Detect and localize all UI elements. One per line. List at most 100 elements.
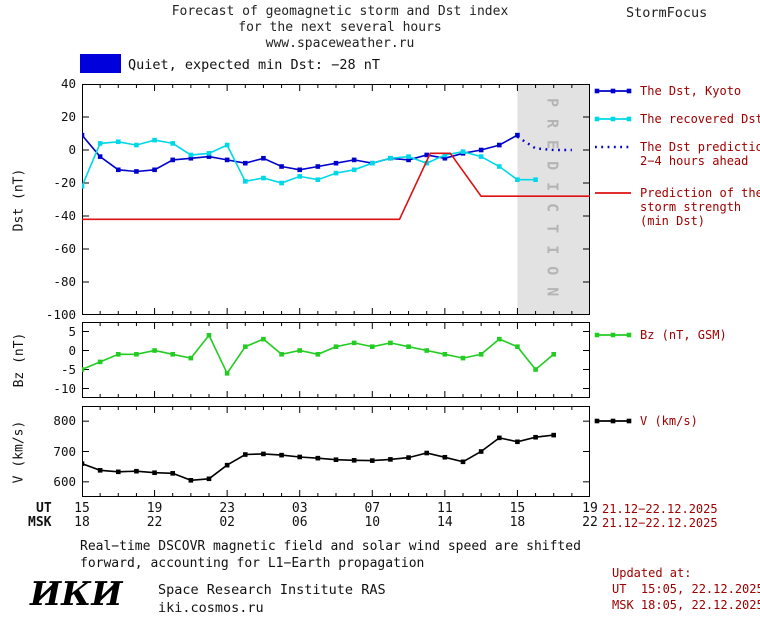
series-marker [460, 459, 466, 465]
series-marker [152, 348, 157, 353]
series-marker [297, 174, 303, 179]
x-tick-label-msk: 06 [291, 515, 308, 530]
series-marker [551, 432, 557, 438]
series-marker [188, 155, 194, 161]
updated-at-label: Updated at: [612, 566, 692, 580]
series-marker [297, 167, 303, 173]
msk-axis-name: MSK [28, 515, 52, 530]
series-marker [388, 340, 393, 346]
y-tick-label: 0 [68, 342, 76, 358]
y-tick-label: -80 [53, 274, 76, 289]
series-marker [333, 344, 339, 349]
legend-label: (min Dst) [640, 214, 706, 228]
series-marker [533, 367, 538, 372]
series-marker [242, 160, 248, 166]
series-marker [170, 471, 176, 476]
title-line1: Forecast of geomagnetic storm and Dst in… [171, 4, 509, 19]
plot-frame [82, 84, 590, 315]
series-marker [134, 169, 139, 174]
series-marker [315, 164, 321, 169]
series-marker [351, 457, 357, 463]
series-marker [297, 348, 303, 353]
y-tick-label: -100 [45, 307, 76, 322]
x-tick-label-msk: 02 [219, 515, 235, 530]
series-marker [478, 147, 484, 153]
legend-label: The recovered Dst [640, 112, 760, 126]
series-marker [515, 132, 520, 138]
series-marker [424, 450, 430, 456]
x-tick-label-ut: 15 [74, 501, 90, 516]
series-marker [333, 457, 339, 462]
series-marker [170, 157, 176, 163]
series-marker [478, 449, 484, 454]
footnote-line2: forward, accounting for L1−Earth propaga… [80, 556, 425, 571]
series-marker [188, 152, 194, 158]
y-tick-label: 40 [60, 76, 76, 91]
dst-axis-label: Dst (nT) [11, 168, 27, 232]
series-marker [369, 458, 375, 463]
series-marker [115, 352, 121, 357]
series-marker [206, 154, 212, 159]
series-marker [279, 180, 284, 186]
y-tick-label: -5 [60, 361, 76, 377]
series-marker [333, 170, 339, 176]
series-marker [97, 154, 103, 159]
y-tick-label: 20 [60, 109, 76, 124]
series-marker [152, 167, 157, 173]
legend-label: storm strength [640, 200, 742, 214]
dst-plot: PREDICTION [82, 84, 590, 315]
series-marker [261, 336, 266, 342]
series-marker [496, 435, 502, 441]
footnote-line1: Real−time DSCOVR magnetic field and sola… [80, 539, 581, 554]
prediction-band [517, 85, 589, 314]
series-marker [242, 344, 248, 349]
x-tick-label-msk: 18 [74, 515, 90, 530]
legend-sample-1 [594, 116, 632, 122]
series-marker [460, 355, 466, 361]
series-marker [515, 344, 520, 349]
updated-at-ut: UT 15:05, 22.12.2025 [612, 582, 760, 596]
institute-site: iki.cosmos.ru [158, 600, 264, 616]
series-marker [134, 352, 139, 357]
series-marker [224, 371, 230, 376]
series-marker [97, 468, 103, 473]
legend-label: V (km/s) [640, 414, 698, 428]
series-marker [388, 155, 393, 161]
y-tick-label: 800 [53, 413, 76, 429]
x-tick-label-ut: 15 [509, 501, 526, 516]
series-marker [442, 155, 448, 161]
series-marker [333, 160, 339, 166]
bz-axis-label: Bz (nT) [12, 332, 27, 388]
series-marker [97, 359, 103, 365]
iki-logo: ИКИ [30, 574, 123, 613]
prediction-band-label: PREDICTION [543, 98, 561, 308]
series-marker [134, 142, 139, 148]
series-marker [478, 154, 484, 159]
series-line-3 [82, 152, 590, 221]
series-marker [115, 139, 121, 145]
bz-plot [82, 322, 590, 398]
legend-label: Prediction of the [640, 186, 760, 200]
ut-axis-name: UT [36, 501, 52, 516]
status-text: Quiet, expected min Dst: −28 nT [128, 57, 380, 73]
updated-at-msk: MSK 18:05, 22.12.2025 [612, 598, 760, 612]
series-marker [261, 155, 266, 161]
series-marker [442, 152, 448, 158]
series-marker [97, 141, 103, 146]
title-url: www.spaceweather.ru [265, 36, 415, 51]
series-marker [261, 451, 266, 457]
series-marker [424, 160, 430, 166]
x-tick-label-ut: 11 [437, 501, 453, 516]
series-marker [279, 452, 284, 458]
series-marker [279, 352, 284, 357]
legend-label: Bz (nT, GSM) [640, 328, 727, 342]
series-marker [496, 142, 502, 148]
series-marker [315, 352, 321, 357]
series-marker [206, 476, 212, 482]
series-marker [533, 177, 538, 182]
brand-stormfocus: StormFocus [626, 5, 708, 21]
ut-daterange: 21.12−22.12.2025 [602, 502, 718, 516]
series-marker [315, 455, 321, 461]
series-marker [224, 142, 230, 148]
y-tick-label: -40 [53, 208, 76, 223]
